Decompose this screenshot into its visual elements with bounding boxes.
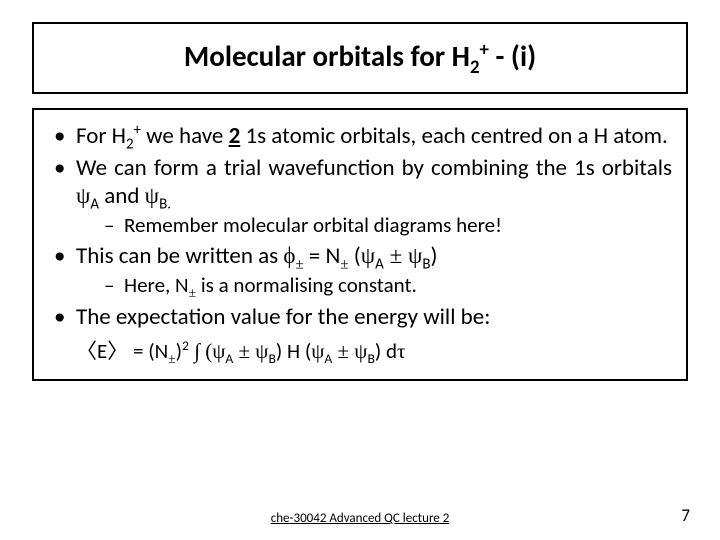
- eq-two: 2: [182, 337, 189, 354]
- eq-psiA2: ψ: [311, 339, 324, 363]
- b3-pm2: ±: [340, 257, 348, 273]
- b1-pre: For H: [76, 122, 126, 150]
- b3s-post: is a normalising constant.: [196, 272, 417, 298]
- sublist-1: Remember molecular orbital diagrams here…: [76, 212, 672, 238]
- title-post: - (i): [489, 38, 536, 74]
- b1-sup: +: [134, 121, 141, 139]
- eq-rang: 〉: [107, 339, 128, 363]
- sublist-2: Here, N± is a normalising constant.: [76, 272, 672, 298]
- eq-E: E: [97, 338, 107, 364]
- eq-int: ∫ (: [189, 339, 212, 363]
- b2-psi2: ψ: [145, 183, 159, 208]
- title-sup: +: [480, 38, 489, 61]
- title-pre: Molecular orbitals for H: [184, 38, 470, 74]
- eq-b2: B: [367, 350, 374, 367]
- b1-two: 2: [229, 122, 241, 150]
- slide: Molecular orbitals for H2+ - (i) For H2+…: [0, 0, 720, 540]
- bullet-3: This can be written as ϕ± = N± (ψA ± ψB)…: [48, 242, 672, 298]
- content-box: For H2+ we have 2 1s atomic orbitals, ea…: [32, 108, 688, 381]
- b3-psiB: ψ: [408, 243, 422, 268]
- slide-title: Molecular orbitals for H2+ - (i): [42, 38, 678, 74]
- b3-psiA: ψ: [361, 243, 375, 268]
- eq-b1: B: [268, 350, 275, 367]
- b3-phi: ϕ: [283, 243, 295, 268]
- footer-text: che-30042 Advanced QC lecture 2: [271, 511, 450, 526]
- eq-mid: ) H (: [276, 338, 311, 364]
- bullet-2-sub: Remember molecular orbital diagrams here…: [76, 212, 672, 238]
- b3-a: A: [375, 256, 384, 274]
- b3-pre: This can be written as: [76, 242, 283, 270]
- energy-equation: 〈E〉 = (N±)2 ∫ (ψA ± ψB) H (ψA ± ψB) dτ: [48, 335, 672, 365]
- eq-pm1: ±: [168, 351, 176, 366]
- eq-psiA1: ψ: [212, 339, 225, 363]
- b1-mid2: 1s atomic orbitals, each centred on a H …: [240, 122, 668, 150]
- eq-psiB2: ψ: [354, 339, 367, 363]
- eq-eq: = (N: [128, 338, 168, 364]
- b1-sub: 2: [126, 136, 134, 154]
- b3-pm1: ±: [295, 257, 303, 273]
- b2-and: and: [99, 182, 145, 210]
- bullet-list: For H2+ we have 2 1s atomic orbitals, ea…: [48, 122, 672, 331]
- eq-end: ) d: [375, 338, 397, 364]
- eq-lang: 〈: [76, 339, 97, 363]
- page-number: 7: [681, 505, 690, 526]
- title-sub: 2: [470, 56, 480, 79]
- b3-b: B: [422, 256, 430, 274]
- b3-pm3: ±: [384, 243, 408, 268]
- bullet-1: For H2+ we have 2 1s atomic orbitals, ea…: [48, 122, 672, 150]
- b3-close: ): [431, 242, 438, 270]
- b2-psi1: ψ: [76, 183, 90, 208]
- b3s-pm: ±: [189, 286, 197, 301]
- title-box: Molecular orbitals for H2+ - (i): [32, 22, 688, 94]
- eq-pm2: ±: [233, 339, 255, 363]
- b3-eq: = N: [304, 242, 341, 270]
- eq-pm3: ±: [332, 339, 354, 363]
- bullet-4: The expectation value for the energy wil…: [48, 303, 672, 331]
- b2-b: B.: [159, 196, 171, 214]
- bullet-3-sub: Here, N± is a normalising constant.: [76, 272, 672, 298]
- eq-tau: τ: [397, 339, 405, 363]
- b2-a: A: [90, 196, 99, 214]
- eq-psiB1: ψ: [255, 339, 268, 363]
- b3-open: (: [349, 242, 361, 270]
- footer: che-30042 Advanced QC lecture 2: [0, 511, 720, 526]
- b2-pre: We can form a trial wavefunction by comb…: [76, 154, 672, 182]
- b1-mid1: we have: [141, 122, 229, 150]
- bullet-2: We can form a trial wavefunction by comb…: [48, 154, 672, 238]
- b3s-pre: Here, N: [124, 272, 189, 298]
